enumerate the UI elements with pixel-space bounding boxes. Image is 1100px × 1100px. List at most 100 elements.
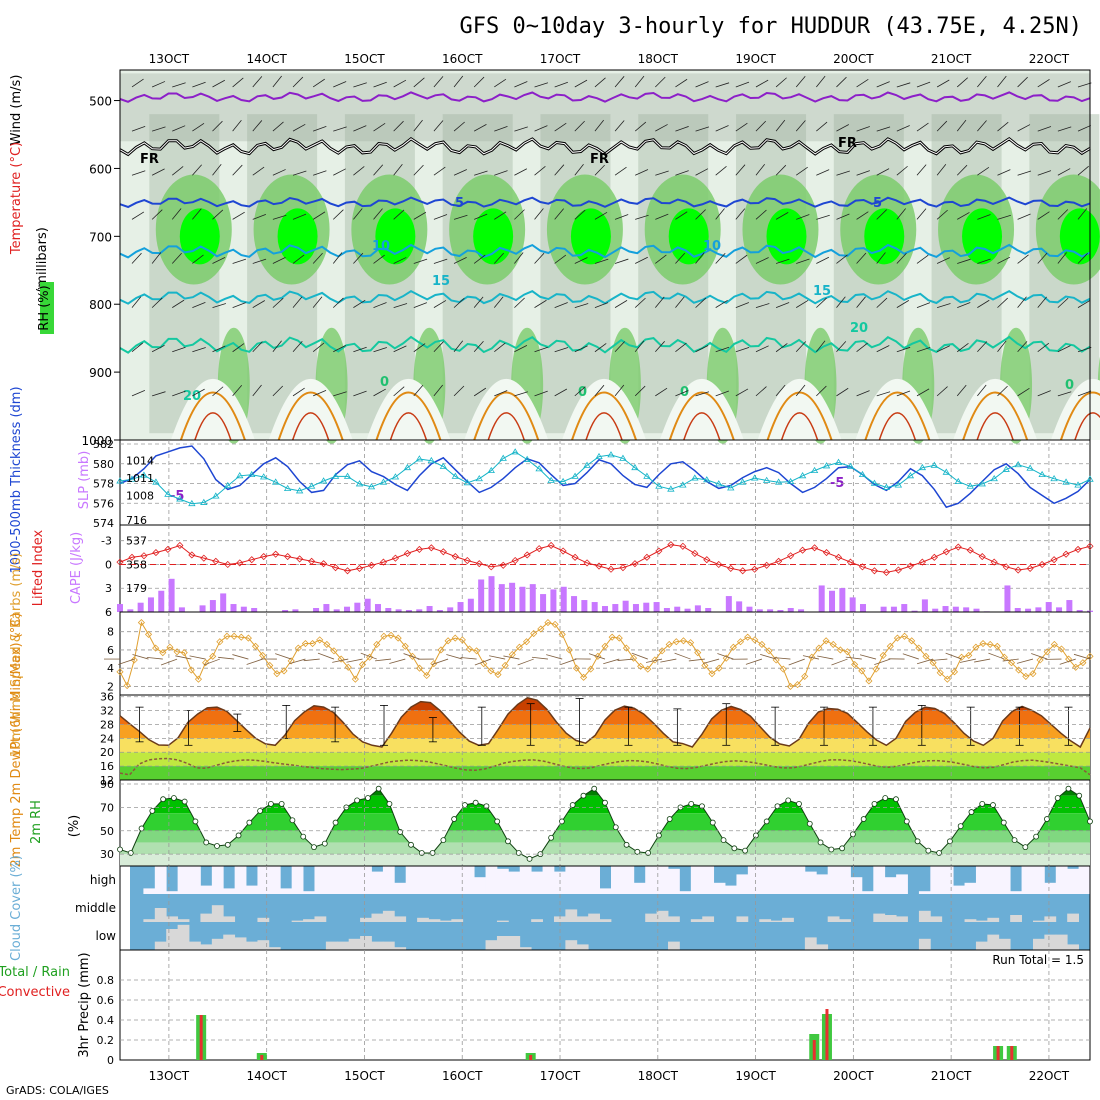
wind-barb <box>151 252 162 264</box>
wind10m-barb <box>175 655 192 660</box>
wind-barb <box>876 297 888 308</box>
rh-point <box>138 825 145 832</box>
wind-barb <box>172 346 186 353</box>
wind-speed-point <box>615 634 623 642</box>
wind-barb <box>1017 254 1029 264</box>
slp-point <box>140 471 148 478</box>
wind-barb <box>574 164 584 176</box>
cloud-high-bar <box>154 866 167 894</box>
wind-barb <box>936 120 948 132</box>
li-point <box>296 555 304 563</box>
precip-conv-bar <box>199 1015 203 1060</box>
cape-bar <box>890 606 897 612</box>
wind-barb <box>614 300 628 308</box>
cloud-middle-bar <box>782 917 794 922</box>
wind-barb <box>775 212 789 220</box>
li-point <box>427 544 435 552</box>
rh-point <box>397 829 404 835</box>
rh-point <box>181 798 188 805</box>
cape-bar <box>158 590 165 612</box>
wind-barb <box>252 214 267 220</box>
li-point <box>990 558 998 566</box>
wind10m-barb <box>275 653 292 660</box>
cloud-high-bar <box>485 866 498 894</box>
cape-bar <box>292 609 299 612</box>
wind-barb <box>232 119 242 132</box>
wind-speed-point <box>622 644 630 652</box>
wind-speed-point <box>223 632 231 640</box>
li-point <box>116 558 124 566</box>
wind-barb <box>393 303 408 308</box>
rh-point <box>300 833 307 840</box>
wind-barb <box>192 388 205 397</box>
wind-barb <box>192 81 206 88</box>
rh-point <box>742 847 749 854</box>
cloud-middle-bar <box>827 916 840 922</box>
wind-speed-point <box>679 637 688 645</box>
cape-bar <box>952 606 959 612</box>
cloud-high-bar <box>325 866 338 894</box>
wind-barb <box>775 258 790 264</box>
wind-speed-point <box>209 652 217 660</box>
wind-barb <box>755 303 770 308</box>
wind10m-barb <box>446 654 463 660</box>
cape-bar <box>395 609 402 612</box>
ylabel-rh2m: 2m RH <box>29 800 44 844</box>
wind-speed-point <box>530 629 538 638</box>
wind-barb <box>192 123 205 132</box>
wind-speed-point <box>701 661 709 670</box>
wind-barb <box>554 388 568 397</box>
wind-barb <box>232 302 246 308</box>
li-point <box>1050 556 1058 564</box>
wind-barb <box>393 257 407 264</box>
wind-speed-point <box>836 646 844 654</box>
cloud-high-bar <box>850 877 863 894</box>
wind-barb <box>1057 297 1069 308</box>
wind-barb <box>1037 126 1052 132</box>
cloud-high-bar <box>611 866 623 894</box>
wind-barb <box>936 79 950 88</box>
wind-barb <box>252 341 263 353</box>
wind-barb <box>896 300 910 308</box>
wind-speed-point <box>394 634 402 642</box>
wind-barb <box>453 121 465 132</box>
cloud-low-bar <box>576 944 589 950</box>
rh-point <box>839 845 846 852</box>
wind-barb <box>333 344 346 353</box>
wind-tick-label: 6 <box>107 644 114 657</box>
rh-point <box>235 832 242 839</box>
cloud-middle-bar <box>896 916 908 922</box>
wind-barb <box>433 166 446 176</box>
wind-barb <box>393 345 407 353</box>
footer-credit: GrADS: COLA/IGES <box>6 1084 109 1097</box>
slp-point <box>750 474 759 481</box>
cloud-high-bar <box>964 882 977 894</box>
wind-speed-point <box>751 636 759 644</box>
bottom-date-label: 21OCT <box>931 1069 972 1083</box>
wind-barb <box>936 209 948 220</box>
cloud-high-bar <box>394 882 407 894</box>
wind-barb <box>212 303 227 308</box>
cape-bar <box>612 604 619 612</box>
cape-bar <box>963 607 970 612</box>
wind-barb <box>836 341 847 353</box>
wind-barb <box>453 169 467 176</box>
cloud-high-bar <box>428 866 441 894</box>
wind-barb <box>1077 346 1092 353</box>
slp-point <box>116 477 124 484</box>
cloud-low-bar <box>998 938 1011 950</box>
wind-speed-point <box>180 649 188 657</box>
wind-barb <box>534 252 545 264</box>
wind-barb <box>634 297 646 308</box>
slp-point <box>248 470 256 478</box>
cloud-high-bar <box>1021 866 1034 894</box>
wind-barb <box>1017 213 1031 220</box>
slp-point <box>307 482 316 489</box>
wind-barb <box>977 299 990 308</box>
wind-barb <box>574 120 585 132</box>
cape-bar <box>622 600 629 612</box>
temp-25-contour <box>277 391 344 441</box>
cape-bar <box>1025 608 1032 612</box>
wind-barb <box>896 390 911 397</box>
contour-label-ten: 10 <box>703 239 721 254</box>
